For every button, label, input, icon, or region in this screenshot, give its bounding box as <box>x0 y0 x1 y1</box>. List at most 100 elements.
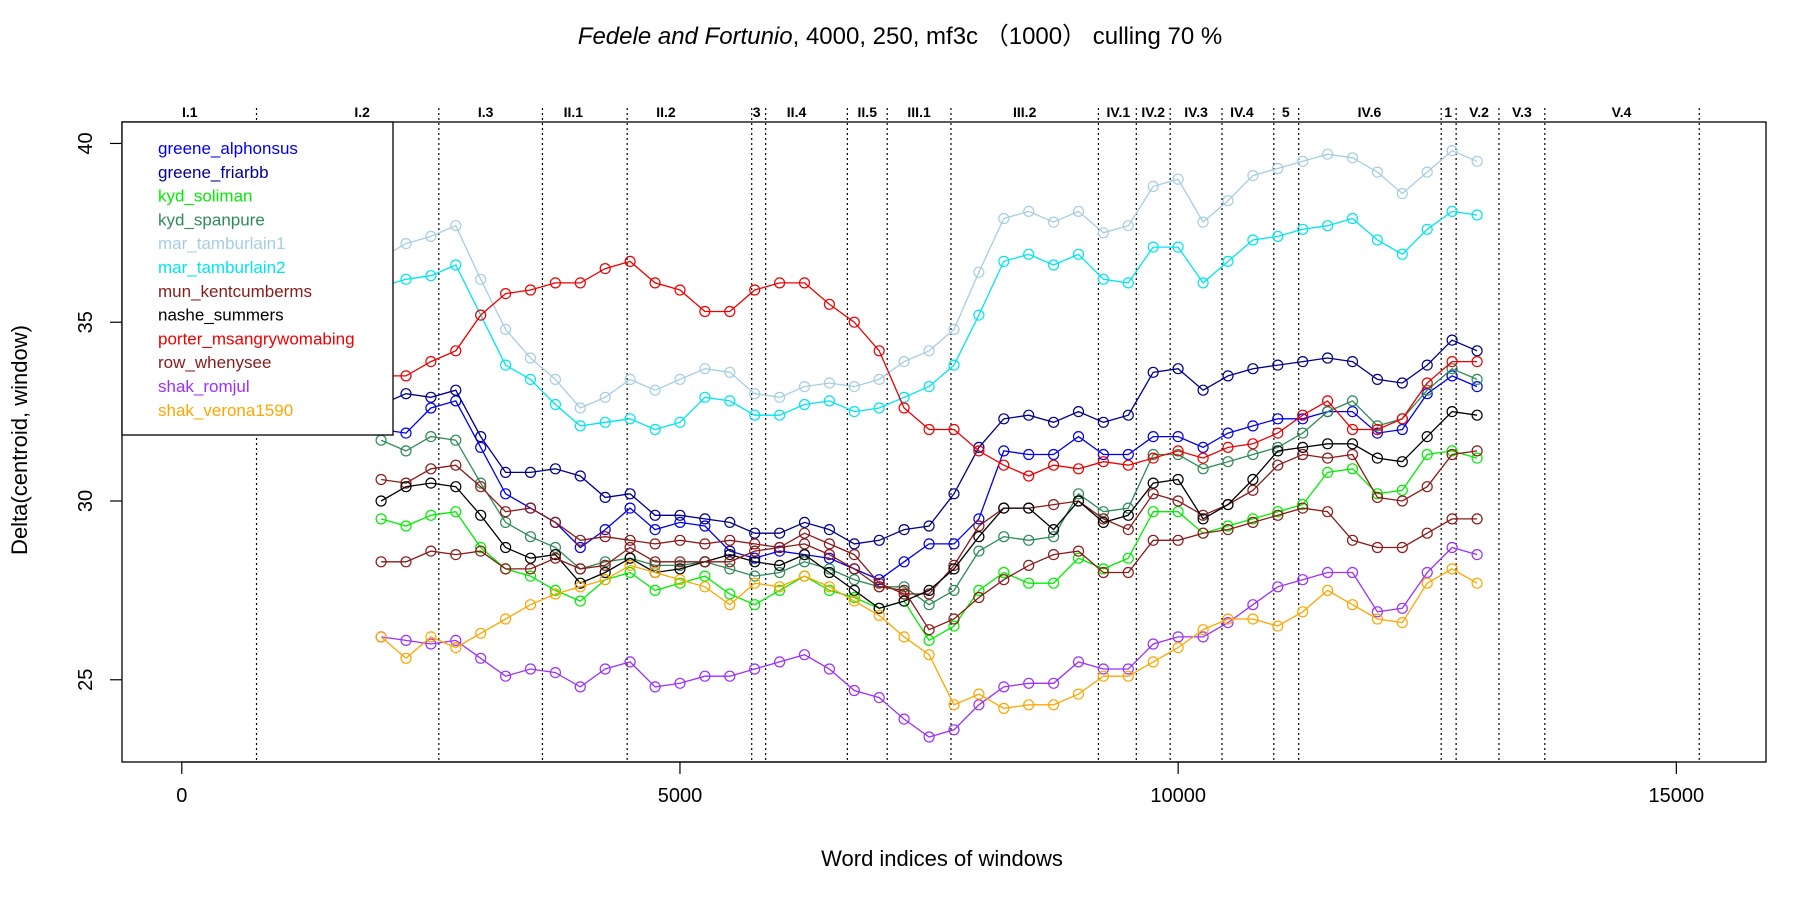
data-point-greene_friarbb-2 <box>425 391 437 403</box>
data-point-kyd_soliman-38 <box>1321 466 1334 478</box>
data-point-row_whenysee-1 <box>400 556 412 568</box>
data-point-kyd_spanpure-34 <box>1222 456 1234 468</box>
data-point-nashe_summers-30 <box>1122 509 1134 521</box>
data-point-mun_kentcumberms-1 <box>400 477 412 489</box>
data-point-shak_romjul-5 <box>500 670 512 682</box>
data-point-nashe_summers-43 <box>1446 406 1458 418</box>
data-point-nashe_summers-23 <box>948 563 960 575</box>
scene-label-10: IV.1 <box>1107 104 1131 120</box>
data-point-shak_verona1590-8 <box>574 581 586 593</box>
data-point-kyd_spanpure-40 <box>1371 420 1384 432</box>
data-point-mar_tamburlain2-40 <box>1371 234 1384 246</box>
data-point-greene_friarbb-18 <box>823 523 836 536</box>
data-point-shak_romjul-4 <box>475 652 487 664</box>
data-point-shak_verona1590-5 <box>500 613 512 625</box>
series-line-mar_tamburlain2 <box>380 210 1478 431</box>
y-axis-label: Delta(centroid, window) <box>7 325 32 555</box>
data-point-nashe_summers-33 <box>1197 513 1209 525</box>
data-point-greene_friarbb-20 <box>873 534 885 546</box>
data-point-shak_verona1590-34 <box>1222 613 1234 625</box>
data-point-row_whenysee-36 <box>1272 509 1284 521</box>
data-point-mar_tamburlain1-9 <box>599 391 611 403</box>
scene-label-19: V.4 <box>1612 104 1632 120</box>
data-point-mun_kentcumberms-6 <box>524 502 537 514</box>
legend-entry-shak_romjul: shak_romjul <box>158 377 250 396</box>
data-point-mar_tamburlain2-20 <box>873 402 885 414</box>
data-point-kyd_soliman-25 <box>998 566 1010 579</box>
data-point-shak_romjul-13 <box>699 670 711 682</box>
data-point-mar_tamburlain2-31 <box>1147 241 1159 253</box>
data-point-greene_alphonsus-20 <box>873 574 885 586</box>
title-rest: , 4000, 250, mf3c （1000） culling 70 % <box>793 23 1223 50</box>
data-point-porter_msangrywomabing-39 <box>1346 423 1359 436</box>
data-point-mar_tamburlain2-2 <box>425 270 437 282</box>
data-point-nashe_summers-7 <box>549 548 562 561</box>
data-point-porter_msangrywomabing-9 <box>599 263 611 275</box>
data-point-nashe_summers-5 <box>500 541 512 554</box>
data-point-mar_tamburlain2-22 <box>923 381 935 393</box>
data-point-row_whenysee-37 <box>1297 502 1309 514</box>
data-point-kyd_spanpure-12 <box>674 559 686 572</box>
data-point-greene_friarbb-29 <box>1097 416 1110 428</box>
data-point-greene_friarbb-40 <box>1371 373 1384 385</box>
data-point-mar_tamburlain2-28 <box>1072 248 1085 260</box>
scene-labels: I.1 I.2 I.3 II.1 II.2 3 II.4 II.5 III.1 III.2 IV.1… <box>182 104 1632 120</box>
data-point-row_whenysee-25 <box>998 574 1010 586</box>
data-point-shak_romjul-38 <box>1321 566 1334 579</box>
data-point-kyd_soliman-37 <box>1297 499 1309 511</box>
data-point-mar_tamburlain2-18 <box>823 395 836 407</box>
data-point-mar_tamburlain2-41 <box>1396 248 1408 260</box>
data-point-row_whenysee-2 <box>425 545 437 557</box>
data-point-shak_verona1590-43 <box>1446 563 1458 575</box>
data-point-greene_alphonsus-15 <box>749 552 761 564</box>
data-point-porter_msangrywomabing-30 <box>1122 459 1134 471</box>
data-point-shak_romjul-32 <box>1172 631 1184 643</box>
data-point-kyd_spanpure-36 <box>1272 441 1284 453</box>
data-point-mar_tamburlain2-24 <box>973 309 985 321</box>
data-point-greene_alphonsus-5 <box>500 488 512 500</box>
data-point-greene_alphonsus-1 <box>400 427 412 439</box>
data-point-porter_msangrywomabing-40 <box>1371 423 1384 436</box>
data-point-mar_tamburlain1-23 <box>948 323 960 335</box>
data-point-nashe_summers-15 <box>749 556 761 568</box>
data-point-porter_msangrywomabing-21 <box>898 402 910 414</box>
scene-label-1: I.2 <box>354 104 370 120</box>
data-point-greene_alphonsus-41 <box>1396 423 1408 436</box>
data-point-porter_msangrywomabing-8 <box>574 277 586 289</box>
data-point-greene_alphonsus-32 <box>1172 431 1184 443</box>
data-point-kyd_soliman-1 <box>400 520 412 532</box>
data-point-greene_friarbb-8 <box>574 470 586 482</box>
data-point-shak_verona1590-0 <box>375 631 387 643</box>
data-point-porter_msangrywomabing-19 <box>848 316 860 328</box>
series-shak_verona1590 <box>375 559 1483 715</box>
scene-label-6: II.4 <box>787 104 807 120</box>
data-point-shak_verona1590-36 <box>1272 620 1284 632</box>
data-point-shak_verona1590-10 <box>624 559 636 572</box>
data-point-kyd_soliman-8 <box>574 595 586 607</box>
data-point-kyd_spanpure-15 <box>749 570 761 582</box>
data-point-mar_tamburlain1-37 <box>1297 155 1309 167</box>
data-point-mun_kentcumberms-37 <box>1297 448 1309 461</box>
data-point-greene_friarbb-41 <box>1396 377 1408 389</box>
data-point-kyd_spanpure-43 <box>1446 363 1458 375</box>
data-point-mar_tamburlain1-13 <box>699 363 711 375</box>
data-point-shak_verona1590-22 <box>923 649 935 661</box>
data-point-mar_tamburlain1-14 <box>724 366 736 378</box>
data-point-greene_alphonsus-35 <box>1247 420 1259 432</box>
data-point-mun_kentcumberms-7 <box>549 516 562 529</box>
data-point-mar_tamburlain2-36 <box>1272 230 1284 242</box>
data-point-row_whenysee-16 <box>773 541 786 554</box>
data-point-nashe_summers-4 <box>475 509 487 521</box>
y-tick-label-0: 25 <box>75 669 97 691</box>
data-point-greene_friarbb-7 <box>549 463 562 475</box>
data-point-porter_msangrywomabing-22 <box>923 423 935 436</box>
data-point-mun_kentcumberms-41 <box>1396 495 1408 507</box>
data-point-greene_alphonsus-43 <box>1446 370 1458 382</box>
data-point-greene_friarbb-31 <box>1147 366 1159 378</box>
data-point-kyd_soliman-39 <box>1346 463 1359 475</box>
data-point-kyd_spanpure-22 <box>923 599 935 611</box>
data-point-shak_romjul-6 <box>524 663 537 675</box>
data-point-nashe_summers-32 <box>1172 473 1184 486</box>
data-point-mar_tamburlain1-33 <box>1197 216 1209 228</box>
data-point-mar_tamburlain1-8 <box>574 402 586 414</box>
